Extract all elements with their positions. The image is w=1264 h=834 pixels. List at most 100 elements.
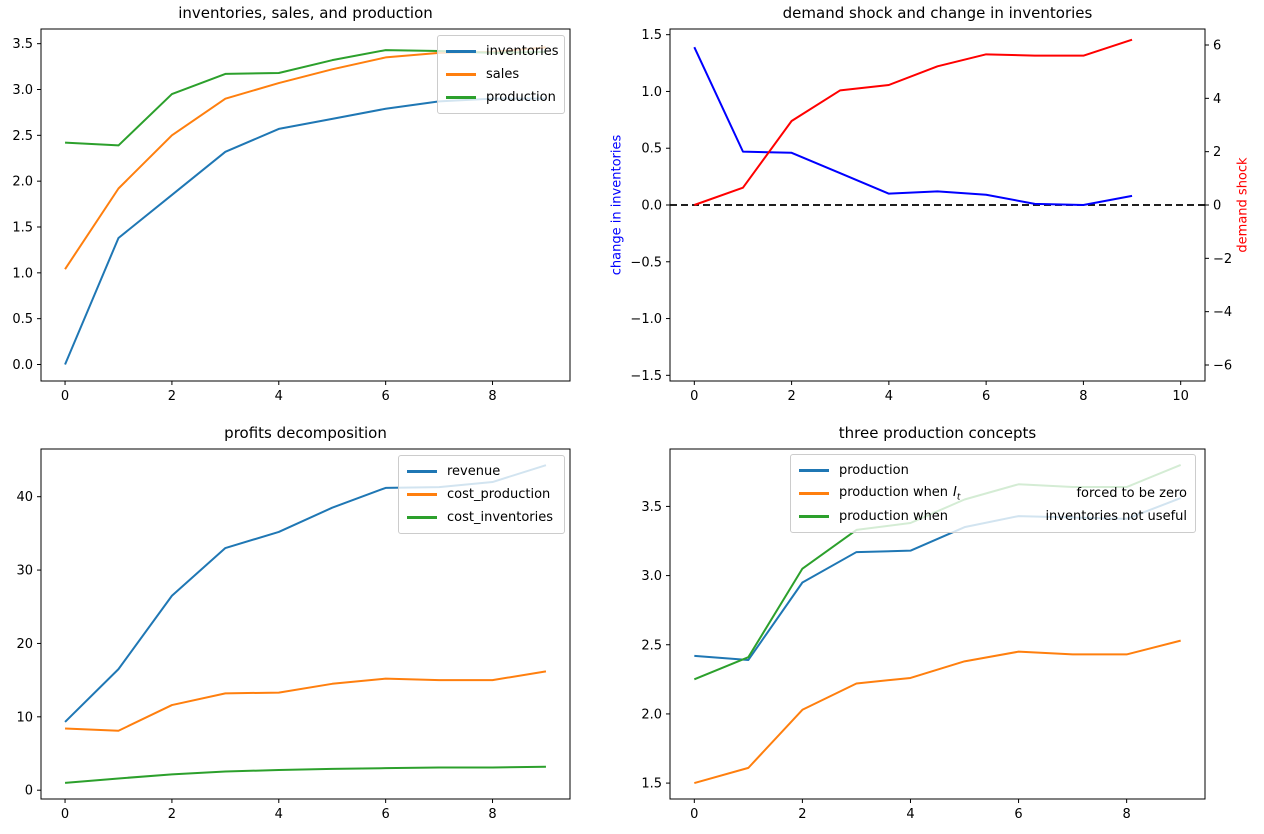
chart-title-three-production-concepts: three production concepts — [838, 424, 1037, 442]
y-right-tick-label: 6 — [1213, 39, 1221, 54]
y-tick-label: 3.5 — [12, 37, 33, 52]
legend-entry-cost-production: cost_production — [407, 483, 556, 506]
y-tick-label: 0 — [25, 784, 33, 799]
legend-label: production when — [839, 509, 949, 524]
series-line-cost-inventories — [64, 765, 546, 784]
y-tick-label: 40 — [16, 490, 33, 505]
series-line-change-in-inventories — [693, 46, 1133, 206]
legend-label: cost_inventories — [447, 510, 554, 525]
x-tick-label: 8 — [488, 807, 496, 822]
axis-label-demand-shock: demand shock — [1235, 157, 1251, 253]
legend-entry-production-inventories-forced-zero: production when It forced to be zero — [799, 482, 1187, 505]
y-right-tick-label: 4 — [1213, 92, 1221, 107]
y-tick-label: 1.5 — [12, 221, 33, 236]
legend-entry-revenue: revenue — [407, 460, 556, 483]
y-right-tick-label: −6 — [1213, 359, 1232, 374]
x-tick-label: 8 — [1079, 389, 1087, 404]
legend-entry-production-inventories-not-useful: production when inventories not useful — [799, 505, 1187, 528]
chart-demand-shock-change-in-inventories: 0 2 4 6 8 10 −1.5 −1.0 −0.5 0.0 0.5 1.0 1.5 −6 −4 −2 0 2 4… — [630, 28, 1232, 404]
y-tick-label: 1.5 — [641, 28, 662, 43]
legend-swatch-cost-production — [407, 493, 437, 496]
legend-label: revenue — [447, 464, 501, 479]
legend-three-production-concepts: production production when It forced to be … — [790, 454, 1196, 533]
y-tick-label: 2.5 — [641, 638, 662, 653]
legend-entry-sales: sales — [446, 63, 556, 86]
legend-label: production when It — [839, 484, 961, 503]
x-tick-label: 4 — [906, 807, 914, 822]
x-tick-label: 2 — [168, 389, 176, 404]
x-tick-label: 6 — [382, 807, 390, 822]
legend-inventories-sales-production: inventories sales production — [437, 35, 565, 114]
x-tick-label: 6 — [382, 389, 390, 404]
chart-title-inventories-sales-production: inventories, sales, and production — [178, 4, 433, 22]
y-tick-label: 0.5 — [641, 142, 662, 157]
x-tick-label: 0 — [690, 807, 698, 822]
legend-label: sales — [486, 67, 520, 82]
y-tick-label: −1.5 — [630, 369, 662, 384]
legend-label: production — [839, 463, 909, 478]
legend-swatch-inventories — [446, 50, 476, 53]
legend-swatch-production — [446, 96, 476, 99]
legend-swatch-revenue — [407, 470, 437, 473]
y-tick-label: 30 — [16, 564, 33, 579]
y-tick-label: 2.0 — [641, 707, 662, 722]
chart-title-demand-shock-change-in-inventories: demand shock and change in inventories — [782, 4, 1093, 22]
math-symbol-I_t: It — [953, 484, 961, 503]
legend-entry-cost-inventories: cost_inventories — [407, 506, 556, 529]
chart-title-profits-decomposition: profits decomposition — [224, 424, 387, 442]
y-right-tick-label: −4 — [1213, 305, 1232, 320]
y-tick-label: −0.5 — [630, 255, 662, 270]
legend-swatch-cost-inventories — [407, 516, 437, 519]
x-tick-label: 0 — [61, 807, 69, 822]
legend-label: inventories — [486, 44, 559, 59]
axes-frame — [40, 28, 571, 382]
x-tick-label: 6 — [982, 389, 990, 404]
y-tick-label: 1.5 — [641, 777, 662, 792]
series-line-demand-shock — [693, 38, 1133, 206]
legend-entry-production: production — [799, 459, 1187, 482]
x-tick-label: 6 — [1014, 807, 1022, 822]
legend-profits-decomposition: revenue cost_production cost_inventories — [398, 455, 565, 534]
x-tick-label: 10 — [1172, 389, 1189, 404]
y-tick-label: 20 — [16, 637, 33, 652]
x-tick-label: 8 — [1123, 807, 1131, 822]
y-right-tick-label: 0 — [1213, 199, 1221, 214]
y-tick-label: 0.5 — [12, 312, 33, 327]
x-tick-label: 0 — [690, 389, 698, 404]
legend-label-right: inventories not useful — [1045, 509, 1187, 524]
y-right-tick-label: 2 — [1213, 145, 1221, 160]
axis-label-change-in-inventories: change in inventories — [609, 134, 625, 276]
x-tick-label: 4 — [275, 389, 283, 404]
x-tick-label: 4 — [885, 389, 893, 404]
y-tick-label: 2.0 — [12, 175, 33, 190]
legend-swatch-production-inventories-forced-zero — [799, 492, 829, 495]
legend-label-right: forced to be zero — [1076, 486, 1187, 501]
series-line-inventories — [64, 97, 546, 365]
series-line-production-inventories-forced-zero — [694, 639, 1181, 785]
series-line-cost-production — [65, 670, 547, 732]
y-tick-label: 3.0 — [641, 569, 662, 584]
legend-entry-production: production — [446, 86, 556, 109]
y-tick-label: −1.0 — [630, 312, 662, 327]
legend-label: cost_production — [447, 487, 551, 502]
legend-entry-inventories: inventories — [446, 40, 559, 63]
x-tick-label: 4 — [275, 807, 283, 822]
legend-swatch-sales — [446, 73, 476, 76]
x-tick-label: 2 — [168, 807, 176, 822]
y-tick-label: 0.0 — [641, 199, 662, 214]
y-tick-label: 3.0 — [12, 83, 33, 98]
x-tick-label: 8 — [488, 389, 496, 404]
y-tick-label: 2.5 — [12, 129, 33, 144]
y-tick-label: 0.0 — [12, 358, 33, 373]
y-right-tick-label: −2 — [1213, 252, 1232, 267]
legend-swatch-production-inventories-not-useful — [799, 515, 829, 518]
legend-swatch-production — [799, 469, 829, 472]
x-tick-label: 2 — [798, 807, 806, 822]
x-tick-label: 0 — [61, 389, 69, 404]
axes-frame — [669, 448, 1206, 800]
y-tick-label: 1.0 — [641, 85, 662, 100]
y-tick-label: 3.5 — [641, 500, 662, 515]
legend-label: production — [486, 90, 556, 105]
